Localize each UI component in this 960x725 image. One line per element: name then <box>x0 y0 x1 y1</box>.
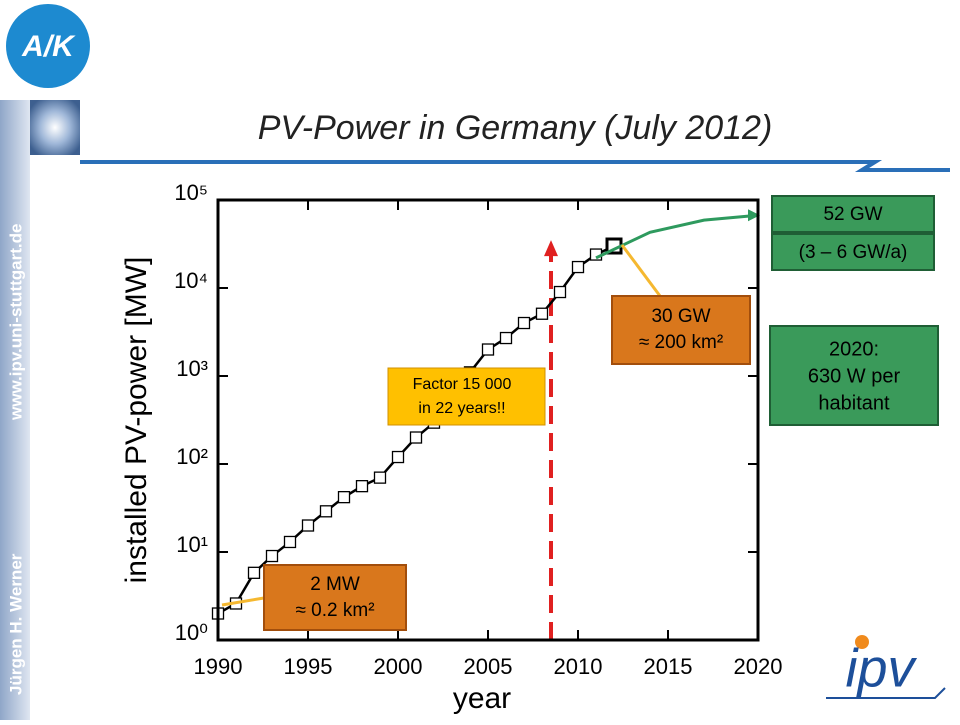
rate-box <box>771 233 935 271</box>
note: 630 W per <box>808 365 901 387</box>
data-point <box>355 480 369 493</box>
data-point <box>301 519 315 532</box>
data-point <box>517 316 531 330</box>
logo-circle <box>6 4 90 88</box>
note: habitant <box>818 392 890 414</box>
data-point <box>391 450 405 464</box>
data-point <box>319 505 333 518</box>
data-point <box>247 566 261 579</box>
footer-logo-dot <box>855 635 869 649</box>
x-axis-label: year <box>453 682 511 715</box>
note: (3 – 6 GW/a) <box>799 242 908 263</box>
x-tick-label: 1990 <box>194 654 243 679</box>
y-tick-label: 10⁰ <box>175 620 208 645</box>
data-point <box>409 431 423 444</box>
goal-box <box>769 325 939 426</box>
series-arrow-head <box>748 209 760 222</box>
x-tick-label: 2005 <box>464 654 513 679</box>
now-box <box>611 295 751 365</box>
title-rule <box>80 160 950 172</box>
note: in 22 years!! <box>418 400 505 417</box>
data-point <box>571 260 585 274</box>
footer-rule <box>826 687 946 699</box>
slide-title: PV-Power in Germany (July 2012) <box>258 109 773 147</box>
note: Factor 15 000 <box>413 376 512 393</box>
y-axis-label: installed PV-power [MW] <box>120 257 153 584</box>
y-tick-label: 10² <box>176 444 208 469</box>
highlight-arrow-head <box>544 240 558 257</box>
x-tick-label: 2000 <box>374 654 423 679</box>
data-point <box>337 491 351 504</box>
target-box <box>771 195 935 233</box>
note: ≈ 200 km² <box>639 332 723 353</box>
callout-line <box>620 244 662 297</box>
note: ≈ 0.2 km² <box>295 600 374 621</box>
x-tick-label: 2020 <box>734 654 783 679</box>
factor-box <box>387 367 546 426</box>
y-tick-label: 10³ <box>176 356 208 381</box>
data-point <box>265 549 279 563</box>
callout-line <box>221 596 265 607</box>
data-point <box>499 331 513 345</box>
data-point <box>373 471 387 484</box>
note: 30 GW <box>651 306 710 327</box>
note: 2020: <box>829 338 879 360</box>
sidebar-author: Jürgen H. Werner <box>6 553 25 695</box>
logo-text: A/K <box>21 30 76 63</box>
y-tick-label: 10¹ <box>176 532 208 557</box>
y-tick-label: 10⁴ <box>174 268 208 293</box>
data-point <box>553 285 567 299</box>
sidebar <box>0 100 30 720</box>
sidebar-url: www.ipv.uni-stuttgart.de <box>6 224 25 421</box>
y-tick-label: 10⁵ <box>174 180 208 205</box>
footer-logo: ipv <box>845 638 917 698</box>
data-point <box>481 343 495 356</box>
x-tick-label: 2015 <box>644 654 693 679</box>
sidebar-image <box>30 100 80 155</box>
note: 2 MW <box>310 574 360 595</box>
note: 52 GW <box>823 204 882 225</box>
start-box <box>263 564 407 631</box>
data-point <box>283 535 297 549</box>
x-tick-label: 1995 <box>284 654 333 679</box>
plot-frame <box>216 198 760 642</box>
data-point <box>535 307 549 320</box>
x-tick-label: 2010 <box>554 654 603 679</box>
